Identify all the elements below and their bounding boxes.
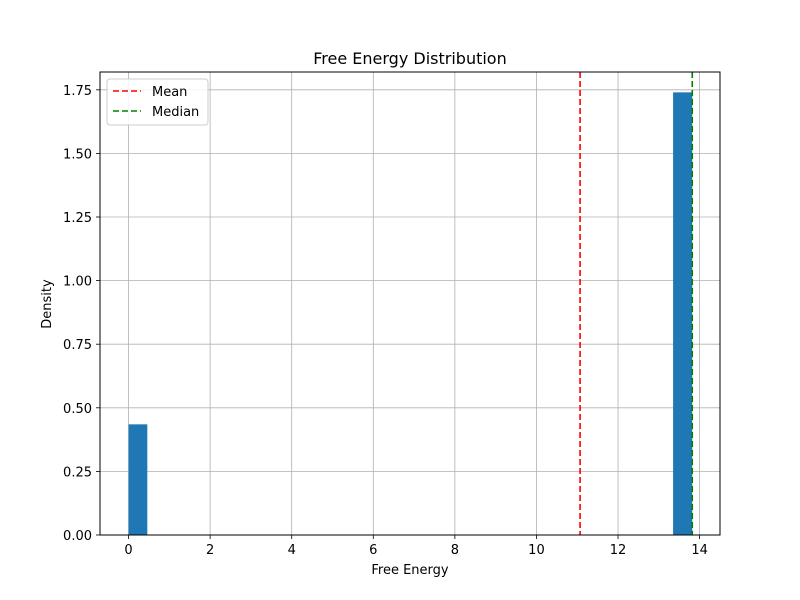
x-axis-ticks: 0 2 4 6 8 10 12 14 <box>124 535 708 558</box>
y-tick-label: 0.00 <box>63 529 92 544</box>
legend-label: Median <box>152 105 199 120</box>
x-tick-label: 2 <box>206 543 214 558</box>
x-tick-label: 8 <box>451 543 459 558</box>
x-tick-label: 14 <box>691 543 708 558</box>
y-tick-label: 1.50 <box>63 147 92 162</box>
plot-area-frame <box>99 71 721 536</box>
reference-lines <box>579 72 694 535</box>
y-tick-label: 0.50 <box>63 402 92 417</box>
x-tick-label: 12 <box>610 543 627 558</box>
x-tick-label: 4 <box>288 543 296 558</box>
y-tick-label: 0.75 <box>63 338 92 353</box>
y-tick-label: 1.75 <box>63 84 92 99</box>
x-tick-label: 6 <box>369 543 377 558</box>
chart-title: Free Energy Distribution <box>313 49 506 68</box>
y-tick-label: 1.00 <box>63 275 92 290</box>
histogram-bar <box>673 92 693 535</box>
y-axis-ticks: 0.00 0.25 0.50 0.75 1.00 1.25 1.50 1.75 <box>63 84 100 544</box>
histogram-bar <box>128 424 148 535</box>
y-axis-label: Density <box>40 279 55 329</box>
histogram-bars <box>128 92 693 535</box>
x-tick-label: 0 <box>124 543 132 558</box>
x-axis-label: Free Energy <box>371 563 449 578</box>
y-tick-label: 0.25 <box>63 465 92 480</box>
legend-label: Mean <box>152 85 187 100</box>
x-tick-label: 10 <box>528 543 545 558</box>
y-tick-label: 1.25 <box>63 211 92 226</box>
legend: Mean Median <box>106 78 209 126</box>
